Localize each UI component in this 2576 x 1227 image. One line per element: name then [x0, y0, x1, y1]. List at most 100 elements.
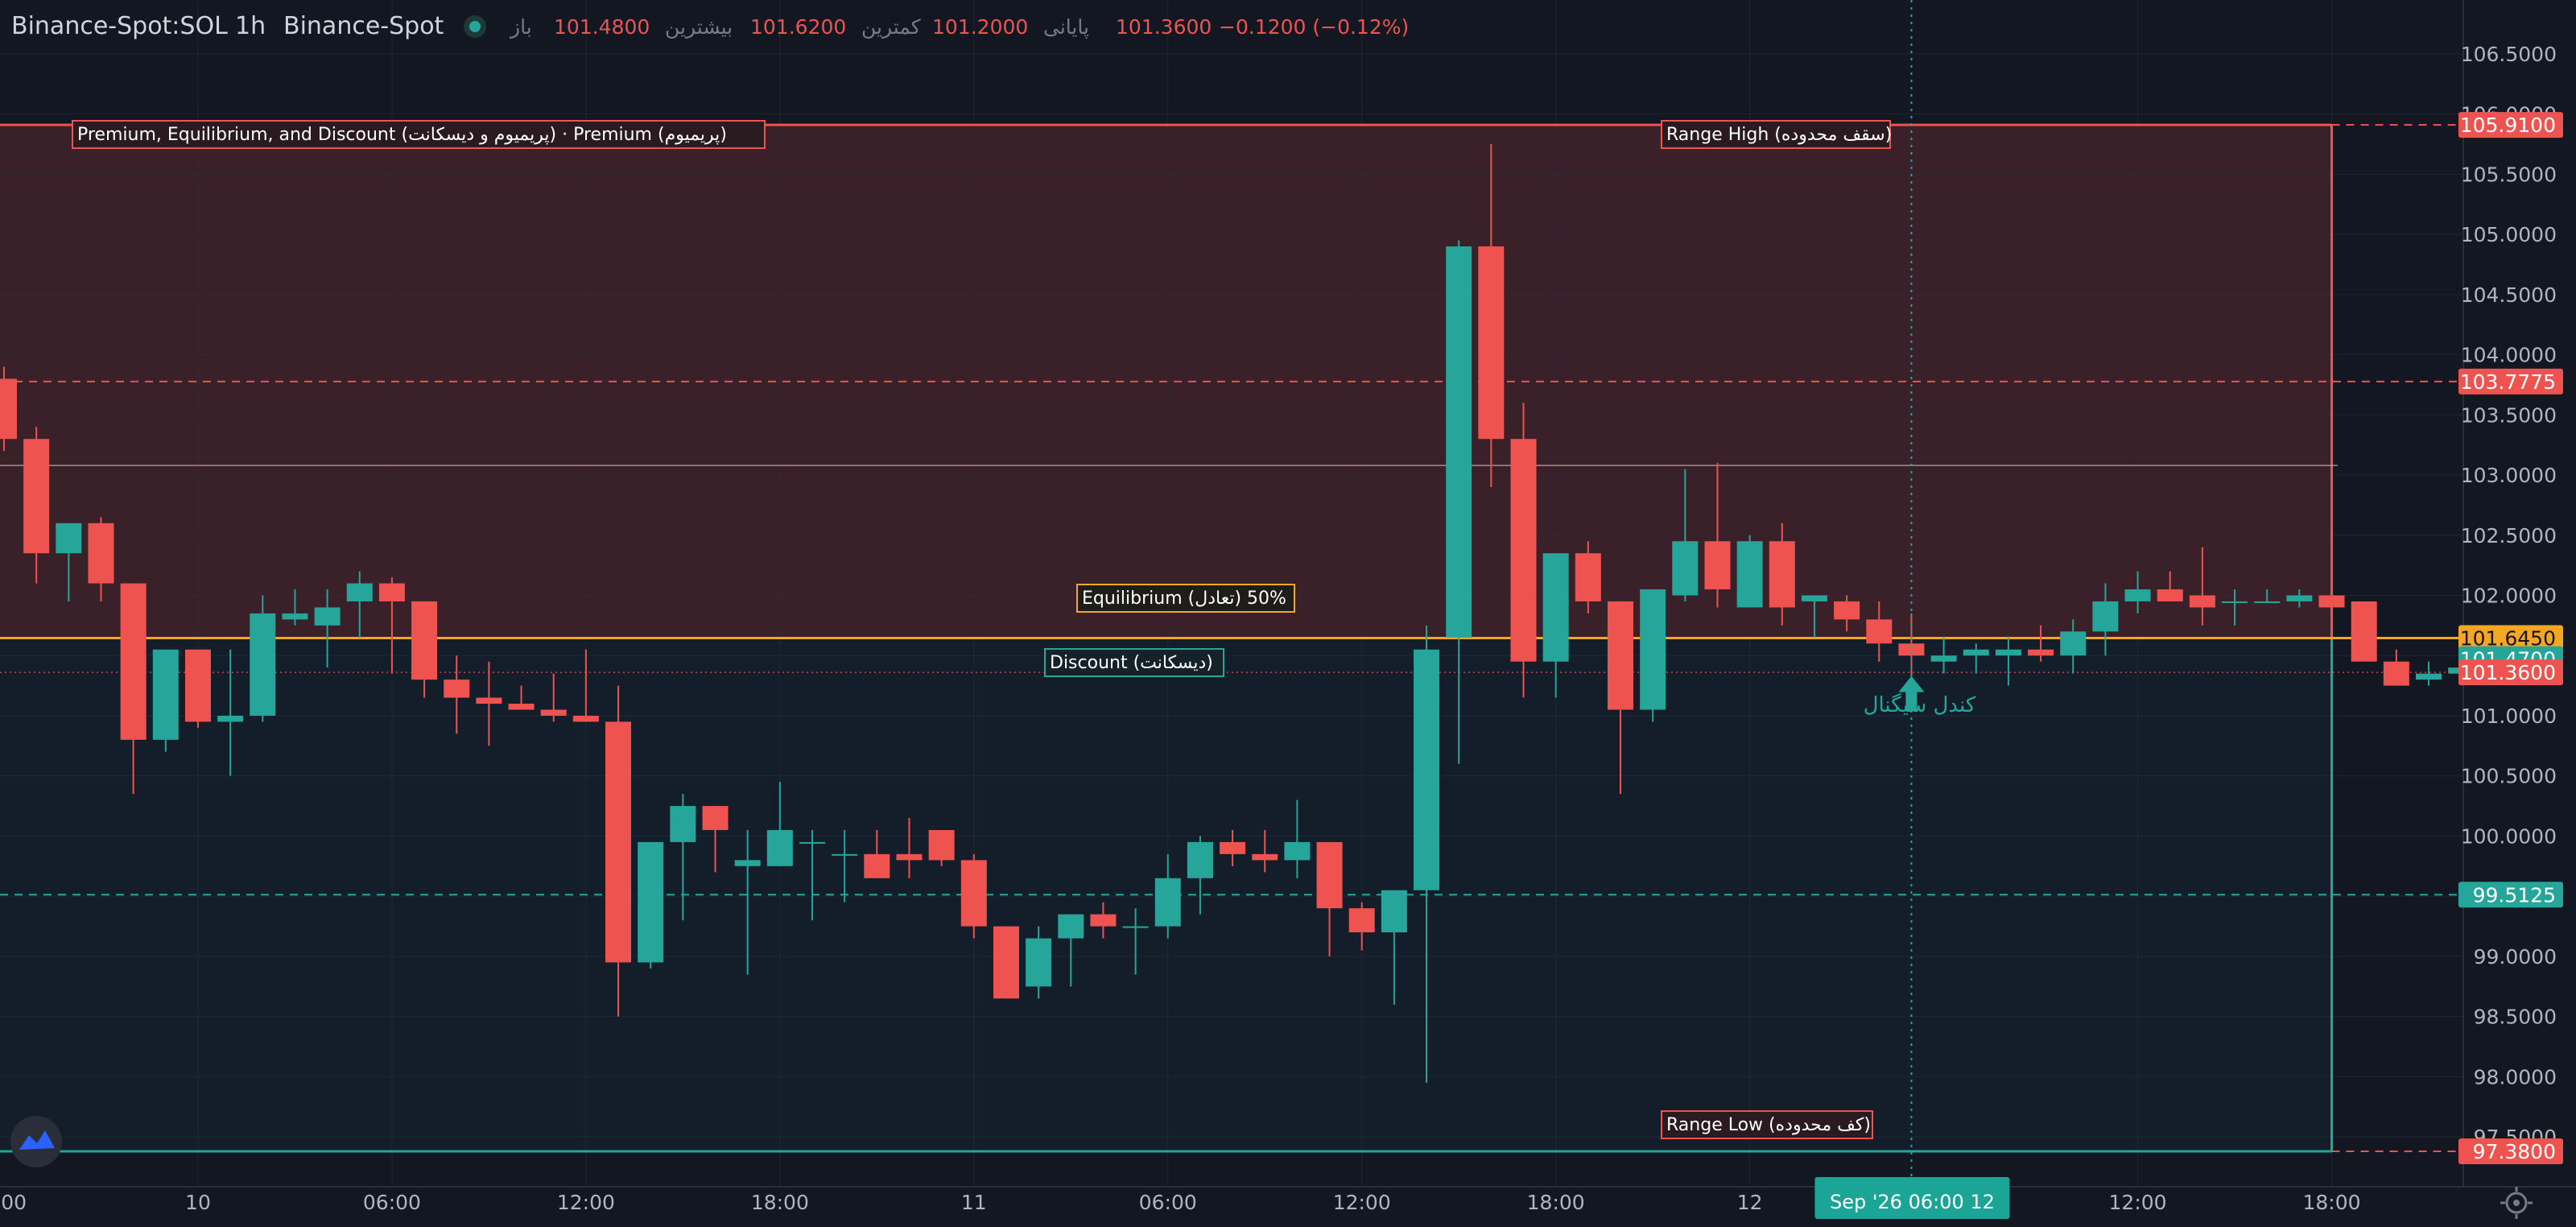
candle-up[interactable]: [346, 571, 373, 638]
candle-down[interactable]: [120, 583, 147, 795]
equilibrium-annotation[interactable]: Equilibrium (تعادل) 50%: [1076, 584, 1295, 613]
candle-down[interactable]: [1348, 902, 1375, 951]
price-tag-label: 97.3800: [2473, 1140, 2556, 1163]
candle-up[interactable]: [1542, 553, 1569, 698]
candle-down[interactable]: [540, 673, 567, 722]
candle-up[interactable]: [314, 589, 341, 668]
price-axis-label: 103.5000: [2461, 403, 2557, 427]
candle-up[interactable]: [1154, 853, 1181, 939]
exchange-label[interactable]: Binance-Spot: [283, 12, 444, 40]
range-low-annotation[interactable]: Range Low (کف محدوده): [1661, 1110, 1873, 1139]
candle-down[interactable]: [476, 661, 502, 746]
candle-body: [766, 829, 793, 866]
candle-up[interactable]: [1026, 926, 1052, 999]
candle-up[interactable]: [766, 782, 793, 866]
interval-label[interactable]: 1h: [235, 12, 266, 40]
time-axis-label: 12: [1737, 1191, 1763, 1214]
candle-down[interactable]: [928, 829, 955, 866]
price-tag: 97.3800: [2458, 1138, 2563, 1165]
candle-up[interactable]: [2124, 571, 2151, 614]
candle-body: [120, 583, 147, 740]
candle-down[interactable]: [864, 829, 890, 878]
candle-up[interactable]: [799, 829, 825, 921]
candle-down[interactable]: [2351, 601, 2377, 662]
candle-down[interactable]: [1220, 829, 1246, 866]
candle-down[interactable]: [378, 577, 405, 674]
candle-down[interactable]: [23, 427, 50, 584]
candle-up[interactable]: [152, 649, 179, 752]
candle-up[interactable]: [56, 523, 82, 601]
discount-annotation[interactable]: Discount (دیسکانت): [1044, 648, 1224, 677]
candle-up[interactable]: [670, 794, 696, 921]
candle-down[interactable]: [0, 366, 17, 452]
candle-down[interactable]: [2189, 547, 2215, 626]
range-high-annotation[interactable]: Range High (سقف محدوده): [1661, 120, 1892, 149]
candle-up[interactable]: [1446, 240, 1472, 764]
candle-up[interactable]: [2416, 661, 2442, 686]
candle-up[interactable]: [1058, 914, 1084, 987]
symbol-label[interactable]: Binance-Spot:SOL: [11, 12, 228, 40]
candle-down[interactable]: [1316, 841, 1343, 956]
candle-up[interactable]: [2286, 589, 2313, 608]
candle-down[interactable]: [1769, 523, 1795, 626]
candle-down[interactable]: [88, 517, 114, 601]
candle-up[interactable]: [1187, 836, 1213, 915]
candle-down[interactable]: [1866, 601, 1893, 662]
candle-down[interactable]: [2157, 571, 2183, 601]
candle-down[interactable]: [2383, 649, 2409, 686]
candle-down[interactable]: [508, 685, 535, 710]
candle-body: [702, 806, 729, 830]
candle-up[interactable]: [1995, 637, 2021, 686]
candle-down[interactable]: [2318, 577, 2345, 614]
candle-up[interactable]: [1672, 469, 1699, 601]
candle-up[interactable]: [1930, 637, 1957, 674]
candle-down[interactable]: [572, 649, 599, 722]
price-axis-label: 102.0000: [2461, 585, 2557, 608]
candle-up[interactable]: [282, 589, 308, 626]
candle-up[interactable]: [832, 829, 858, 903]
candle-up[interactable]: [1381, 890, 1407, 1005]
candle-up[interactable]: [734, 829, 761, 975]
candle-down[interactable]: [184, 649, 211, 728]
time-axis-label: 10: [185, 1191, 211, 1214]
candle-down[interactable]: [1834, 595, 1860, 632]
candle-down[interactable]: [1510, 403, 1537, 698]
candle-up[interactable]: [638, 841, 664, 969]
candle-down[interactable]: [444, 655, 470, 734]
candle-up[interactable]: [1736, 535, 1763, 608]
candle-up[interactable]: [1122, 908, 1149, 975]
candle-up[interactable]: [2222, 589, 2248, 626]
candle-up[interactable]: [217, 649, 244, 776]
candle-up[interactable]: [1801, 595, 1827, 638]
title-annotation[interactable]: Premium, Equilibrium, and Discount (پریم…: [72, 120, 766, 149]
price-axis-label: 104.0000: [2461, 344, 2557, 367]
candle-up[interactable]: [1963, 643, 1989, 674]
candle-body: [282, 613, 308, 620]
candle-up[interactable]: [2092, 583, 2119, 656]
candle-down[interactable]: [1252, 829, 1278, 873]
candle-down[interactable]: [1478, 143, 1505, 487]
candle-down[interactable]: [960, 853, 987, 939]
candle-up[interactable]: [250, 595, 276, 722]
candle-down[interactable]: [896, 818, 923, 878]
candle-down[interactable]: [2028, 625, 2054, 662]
candle-down[interactable]: [993, 926, 1019, 999]
candle-down[interactable]: [1608, 601, 1633, 795]
signal-marker[interactable]: کندل سیگنال: [1864, 675, 1976, 717]
candle-up[interactable]: [2060, 619, 2087, 674]
candle-down[interactable]: [1090, 902, 1117, 939]
gear-icon[interactable]: [2500, 1187, 2533, 1219]
candle-down[interactable]: [1704, 463, 1731, 608]
candle-down[interactable]: [411, 601, 438, 698]
tradingview-logo[interactable]: [10, 1116, 62, 1167]
candle-up[interactable]: [1640, 589, 1666, 722]
candle-up[interactable]: [1414, 625, 1440, 1083]
candle-up[interactable]: [1284, 799, 1311, 878]
candle-down[interactable]: [1575, 541, 1601, 614]
candle-up[interactable]: [2254, 589, 2281, 603]
candle-down[interactable]: [605, 685, 632, 1017]
candle-down[interactable]: [702, 806, 729, 873]
candle-body: [1220, 841, 1246, 854]
